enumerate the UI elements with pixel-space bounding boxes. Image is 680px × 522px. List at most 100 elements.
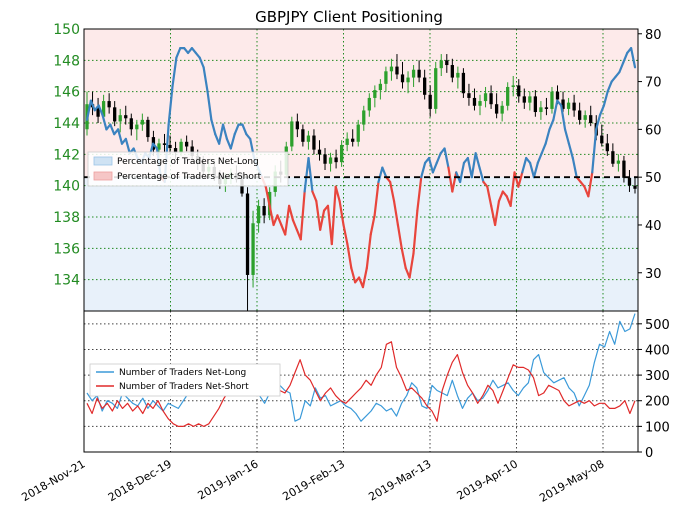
net-long-percentage-segment [175,47,182,59]
price-candle-body [179,141,183,153]
price-candle-body [434,68,438,109]
price-candle-body [96,107,100,117]
price-candle-body [583,115,587,120]
price-candle-body [290,121,294,147]
price-candle-body [423,77,427,95]
price-candle-body [544,107,549,109]
net-long-percentage-segment [540,142,547,155]
price-candle-body [101,101,106,117]
price-candle-body [240,179,244,194]
right-tick-label: 50 [645,171,662,186]
price-candle-body [555,91,560,100]
price-candle-body [306,135,311,142]
left-tick-label: 150 [53,22,80,38]
price-candle-body [533,96,538,113]
price-candle-body [362,110,366,125]
net-long-percentage-segment [334,185,341,203]
net-long-percentage-segment [490,204,497,227]
net-long-percentage-segment [420,161,427,179]
net-short-count-line [86,341,636,427]
net-long-percentage-segment [116,128,124,145]
price-candle-body [301,129,305,142]
net-long-percentage-segment [630,47,637,69]
net-long-percentage-segment [587,171,594,198]
net-long-percentage-segment [497,190,504,203]
net-long-percentage-segment [602,90,609,107]
net-long-percentage-segment [350,266,357,284]
price-candle-body [461,72,466,94]
price-candle-body [356,124,360,142]
price-candle-body [572,102,576,111]
right-tick-label: 60 [645,123,662,138]
price-candle-body [445,60,449,66]
net-long-percentage-segment [381,166,388,179]
price-candle-body [295,121,299,130]
price-candle-body [622,160,626,178]
price-candle-body [566,102,571,109]
bottom-panel: 0 100 200 300 400 500 Number of Traders Net-L… [83,310,670,461]
net-long-percentage-segment [517,171,524,188]
chart-title: GBPJPY Client Positioning [255,8,443,26]
net-long-percentage-segment [598,104,606,117]
price-candle-body [511,85,515,87]
price-candle-body [411,69,416,78]
legend-swatch-net-short [93,171,113,181]
price-candle-body [140,119,144,125]
net-long-percentage-segment [291,219,298,231]
net-long-percentage-segment [229,133,236,150]
price-candle-body [561,99,565,109]
price-candle-body [489,93,493,105]
bottom-grid [84,311,638,452]
net-long-percentage-segment [412,209,419,255]
price-candle-body [456,72,460,78]
price-candle-body [500,105,504,114]
price-candle-body [483,93,488,102]
price-candle-body [506,86,510,106]
price-candle-body [600,135,604,144]
net-long-percentage-segment [470,152,477,179]
net-long-percentage-segment [560,104,567,131]
net-long-percentage-segment [303,156,310,193]
x-tick-label: 2018-Dec-19 [106,457,174,504]
bottom-tick-label: 200 [645,395,670,410]
net-long-percentage-segment [408,252,415,279]
net-long-percentage-segment [97,104,104,117]
bottom-tick-label: 500 [645,318,670,333]
right-tick-label: 70 [645,76,662,91]
legend-label-net-long: Percentage of Traders Net-Long [117,157,259,167]
left-tick-label: 138 [53,210,80,226]
left-price-axis: 134 136 138 140 142 144 146 148 150 [53,22,80,289]
price-candle-body [190,146,194,156]
net-long-percentage-segment [571,156,578,179]
net-long-percentage-segment [202,66,209,93]
price-candle-body [494,104,499,114]
date-axis: 2018-Nov-21 2018-Dec-19 2019-Jan-16 2019-Fe… [19,457,606,505]
price-candle-body [395,66,399,75]
price-candle-body [162,143,167,145]
shade-net-long-zone [84,177,638,311]
net-long-percentage-segment [447,166,454,193]
net-long-percentage-segment [311,190,318,203]
net-long-percentage-segment [171,56,178,88]
price-candle-body [589,115,593,123]
price-candle-body [378,83,383,91]
net-long-percentage-segment [591,128,598,174]
price-candle-body [367,97,371,111]
price-candle-body [351,138,355,142]
price-candle-body [323,154,327,164]
x-tick-label: 2019-May-08 [537,457,606,505]
net-long-percentage-segment [544,128,551,145]
price-candle-body [245,193,250,275]
net-long-percentage-segment [618,61,625,74]
net-long-percentage-segment [548,118,555,131]
net-long-percentage-segment [221,123,229,141]
price-candle-body [550,91,554,109]
top-legend-box [87,151,289,187]
price-candle-body [400,74,405,83]
left-tick-label: 148 [53,53,80,69]
price-candle-body [345,138,349,145]
net-long-percentage-segment [478,166,485,184]
price-candle-body [262,206,266,216]
net-long-percentage-segment [396,223,403,250]
